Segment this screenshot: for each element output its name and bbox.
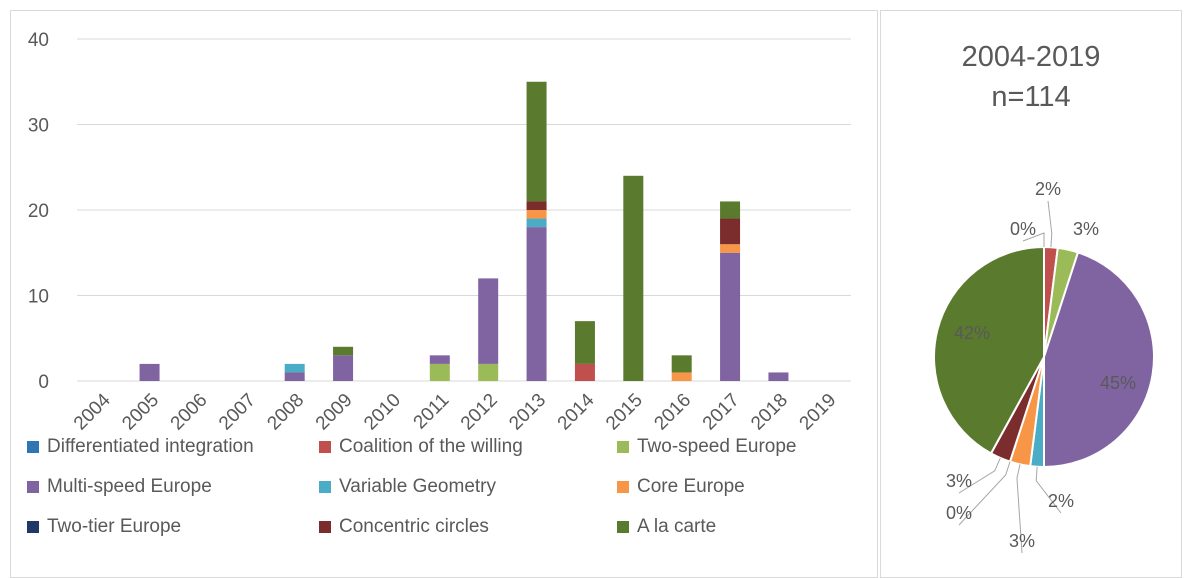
x-tick-label: 2015 xyxy=(602,390,647,431)
legend-label: Concentric circles xyxy=(339,516,489,537)
bar-segment xyxy=(526,227,547,381)
bar-segment xyxy=(429,355,450,364)
y-tick-label: 40 xyxy=(28,30,49,51)
legend-label: Coalition of the willing xyxy=(339,436,523,457)
pie-chart-panel: 2004-2019 n=114 0% 2% 3% 45% 2% 3% 0% 3% 42% xyxy=(880,10,1182,578)
pie-data-label: 42% xyxy=(954,323,990,343)
bar-segment xyxy=(284,363,305,373)
pie-slice xyxy=(933,245,1045,455)
legend-swatch xyxy=(617,441,629,453)
legend-item: Coalition of the willing xyxy=(319,436,523,458)
bar-segment xyxy=(768,372,789,381)
x-tick-label: 2008 xyxy=(263,390,308,431)
x-tick-label: 2018 xyxy=(747,390,792,431)
bar-segment xyxy=(478,278,499,364)
legend-label: Core Europe xyxy=(637,476,745,497)
bar-segment xyxy=(429,363,450,381)
legend-item: Two-tier Europe xyxy=(27,516,181,538)
pie-data-label: 45% xyxy=(1100,373,1136,393)
pie-data-label: 0% xyxy=(946,503,972,523)
pie-data-label: 3% xyxy=(1009,531,1035,551)
legend-label: Differentiated integration xyxy=(47,436,254,457)
legend-item: Variable Geometry xyxy=(319,476,496,498)
legend-swatch xyxy=(617,521,629,533)
bar-segment xyxy=(720,218,741,245)
legend-swatch xyxy=(27,521,39,533)
legend-swatch xyxy=(319,441,331,453)
bar-segment xyxy=(526,210,547,219)
y-tick-label: 20 xyxy=(28,201,49,222)
x-tick-label: 2012 xyxy=(457,390,502,431)
bar-segment xyxy=(623,175,644,381)
legend-label: Multi-speed Europe xyxy=(47,476,212,497)
bar-segment xyxy=(526,218,547,228)
legend-label: Variable Geometry xyxy=(339,476,496,497)
pie-data-label: 2% xyxy=(1048,491,1074,511)
legend-item: Core Europe xyxy=(617,476,745,498)
y-tick-label: 0 xyxy=(38,372,49,393)
x-tick-label: 2004 xyxy=(70,389,115,431)
bar-segment xyxy=(671,372,692,381)
legend-swatch xyxy=(617,481,629,493)
bar-segment xyxy=(526,201,547,210)
bar-chart-panel: 0 10 20 30 40 2004 2005 2006 2007 2008 2009 2010 201… xyxy=(10,10,878,578)
bar-segment xyxy=(671,355,692,373)
x-tick-label: 2014 xyxy=(554,389,599,431)
legend-item: Differentiated integration xyxy=(27,436,254,458)
pie-data-label: 3% xyxy=(946,471,972,491)
pie-subtitle: n=114 xyxy=(991,81,1071,113)
bar-segment xyxy=(139,363,160,381)
pie-slice xyxy=(1043,251,1155,469)
bar-segment xyxy=(284,372,305,381)
pie-leader-line xyxy=(1047,200,1053,248)
x-tick-label: 2011 xyxy=(410,390,454,431)
pie-data-label: 3% xyxy=(1073,219,1099,239)
legend-item: Multi-speed Europe xyxy=(27,476,212,498)
legend-swatch xyxy=(319,481,331,493)
legend-label: A la carte xyxy=(637,516,717,537)
legend-item: Concentric circles xyxy=(319,516,489,538)
bar-segment xyxy=(333,346,354,356)
bar-segment xyxy=(526,81,547,202)
x-tick-label: 2007 xyxy=(215,390,260,431)
x-tick-label: 2009 xyxy=(312,390,357,431)
x-tick-label: 2010 xyxy=(360,390,405,431)
pie-leader-line xyxy=(1016,464,1023,554)
bar-segment xyxy=(574,363,595,381)
pie-data-label: 2% xyxy=(1035,179,1061,199)
x-tick-label: 2005 xyxy=(118,390,163,431)
x-tick-label: 2019 xyxy=(796,390,841,431)
legend-label: Two-tier Europe xyxy=(47,516,182,537)
legend-swatch xyxy=(27,441,39,453)
legend-label: Two-speed Europe xyxy=(637,436,797,457)
bar-segment xyxy=(720,201,741,219)
pie-leader-line xyxy=(958,457,1001,494)
legend-swatch xyxy=(27,481,39,493)
pie-leader-line xyxy=(1022,232,1045,247)
legend-swatch xyxy=(319,521,331,533)
pie-title: 2004-2019 xyxy=(961,41,1101,73)
y-tick-label: 10 xyxy=(28,287,49,308)
pie-leader-line xyxy=(1035,466,1062,514)
y-tick-label: 30 xyxy=(28,116,49,137)
bar-segment xyxy=(720,252,741,381)
bar-segment xyxy=(574,321,595,364)
bar-segment xyxy=(720,244,741,253)
bar-segment xyxy=(478,363,499,381)
pie-data-label: 0% xyxy=(1010,219,1036,239)
x-tick-label: 2016 xyxy=(650,390,695,431)
x-tick-label: 2017 xyxy=(699,390,744,431)
bar-segment xyxy=(333,355,354,381)
pie-chart: 0% 2% 3% 45% 2% 3% 0% 3% 42% xyxy=(933,179,1155,554)
x-tick-label: 2006 xyxy=(167,390,212,431)
x-tick-label: 2013 xyxy=(505,390,550,431)
pie-leader-line xyxy=(958,461,1011,526)
legend-item: A la carte xyxy=(617,516,716,538)
legend-item: Two-speed Europe xyxy=(617,436,797,458)
